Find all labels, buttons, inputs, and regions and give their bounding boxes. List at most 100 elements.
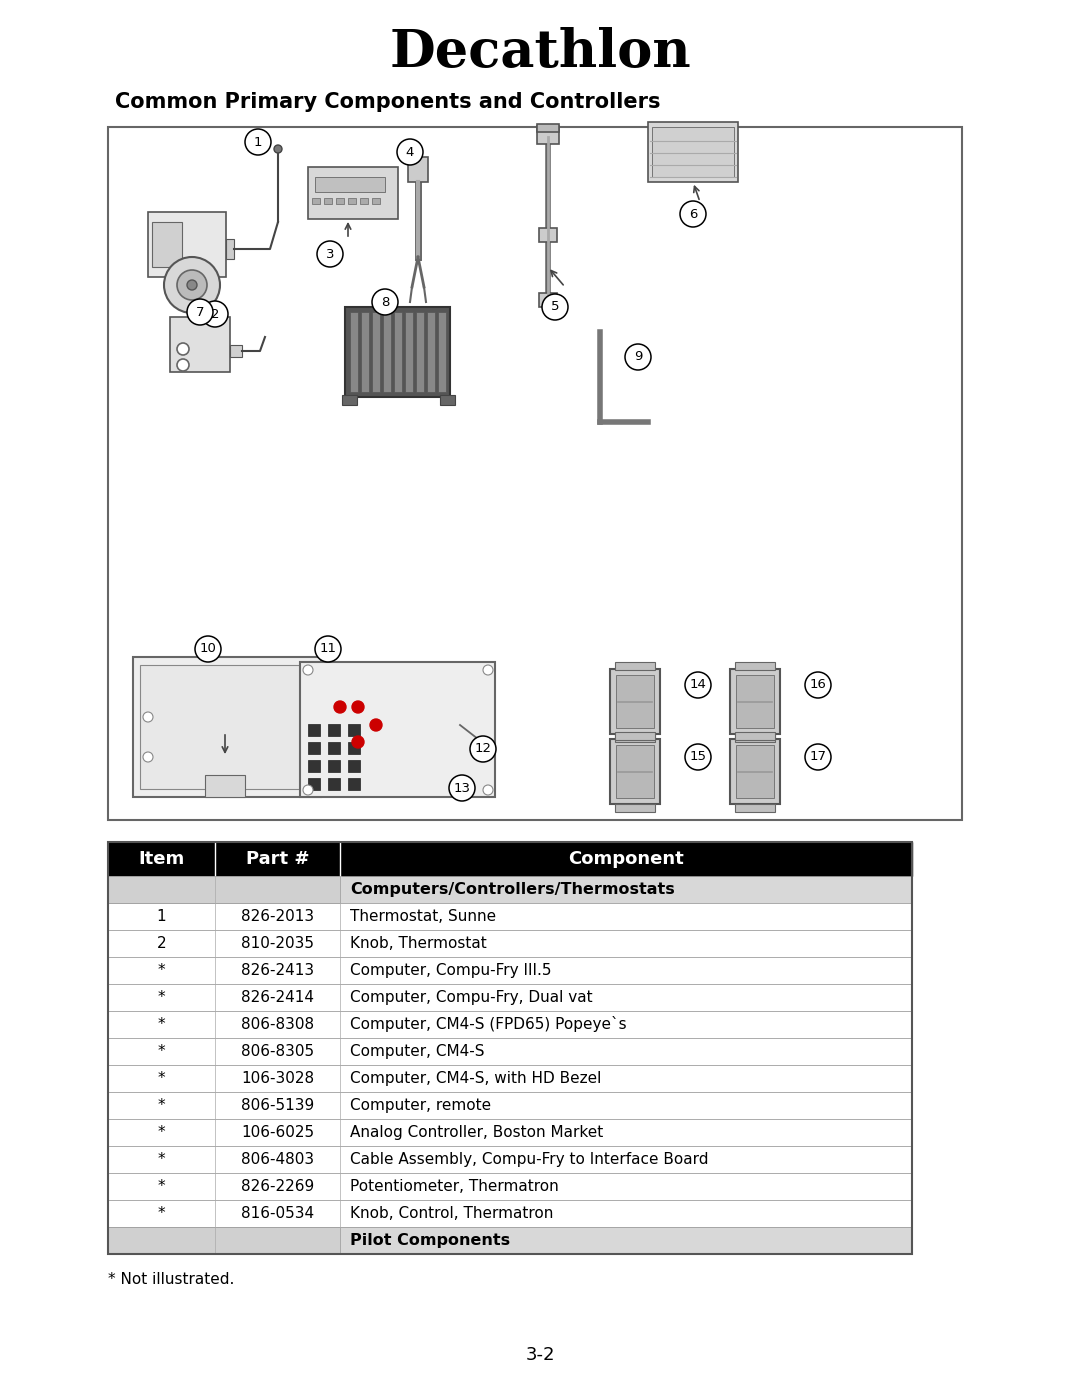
Bar bbox=[108, 1119, 912, 1146]
Bar bbox=[226, 239, 234, 258]
Bar bbox=[205, 775, 245, 798]
Circle shape bbox=[143, 752, 153, 761]
Text: 826-2413: 826-2413 bbox=[241, 963, 314, 978]
Text: *: * bbox=[158, 1206, 165, 1221]
Text: 2: 2 bbox=[211, 307, 219, 320]
Bar bbox=[735, 733, 775, 742]
Text: Knob, Control, Thermatron: Knob, Control, Thermatron bbox=[350, 1206, 553, 1221]
Text: 15: 15 bbox=[689, 750, 706, 764]
Bar bbox=[300, 662, 495, 798]
Bar bbox=[140, 665, 312, 789]
Circle shape bbox=[685, 672, 711, 698]
Circle shape bbox=[352, 736, 364, 747]
Bar bbox=[610, 739, 660, 805]
Bar bbox=[348, 724, 360, 736]
Bar bbox=[383, 312, 391, 393]
Bar bbox=[108, 1227, 912, 1255]
Text: Computer, CM4-S, with HD Bezel: Computer, CM4-S, with HD Bezel bbox=[350, 1071, 602, 1085]
Bar bbox=[615, 805, 654, 812]
Circle shape bbox=[542, 293, 568, 320]
Bar bbox=[108, 1200, 912, 1227]
Circle shape bbox=[315, 636, 341, 662]
Text: Component: Component bbox=[568, 849, 684, 868]
Text: 806-8308: 806-8308 bbox=[241, 1017, 314, 1032]
Bar bbox=[652, 127, 734, 177]
Bar bbox=[328, 760, 340, 773]
Circle shape bbox=[483, 665, 492, 675]
Bar bbox=[416, 312, 424, 393]
Bar bbox=[108, 1065, 912, 1092]
Text: 826-2013: 826-2013 bbox=[241, 909, 314, 923]
Text: 810-2035: 810-2035 bbox=[241, 936, 314, 951]
Bar bbox=[537, 124, 559, 131]
Bar bbox=[610, 669, 660, 733]
Text: *: * bbox=[158, 1098, 165, 1113]
Text: *: * bbox=[158, 963, 165, 978]
Text: Computer, Compu-Fry III.5: Computer, Compu-Fry III.5 bbox=[350, 963, 552, 978]
Bar bbox=[394, 312, 402, 393]
Bar bbox=[336, 198, 345, 204]
Circle shape bbox=[195, 636, 221, 662]
Bar bbox=[108, 876, 912, 902]
Circle shape bbox=[625, 344, 651, 370]
Circle shape bbox=[370, 719, 382, 731]
Text: 806-8305: 806-8305 bbox=[241, 1044, 314, 1059]
Circle shape bbox=[318, 242, 343, 267]
Text: 806-4803: 806-4803 bbox=[241, 1153, 314, 1166]
Circle shape bbox=[483, 785, 492, 795]
Text: Cable Assembly, Compu-Fry to Interface Board: Cable Assembly, Compu-Fry to Interface B… bbox=[350, 1153, 708, 1166]
Bar bbox=[328, 742, 340, 754]
Bar bbox=[108, 1092, 912, 1119]
Text: * Not illustrated.: * Not illustrated. bbox=[108, 1273, 234, 1287]
Bar bbox=[342, 395, 357, 405]
Bar bbox=[427, 312, 435, 393]
Bar bbox=[308, 742, 320, 754]
Text: 4: 4 bbox=[406, 145, 415, 158]
Bar bbox=[372, 198, 380, 204]
Text: Decathlon: Decathlon bbox=[389, 27, 691, 77]
Bar bbox=[308, 760, 320, 773]
Circle shape bbox=[202, 300, 228, 327]
Bar bbox=[615, 732, 654, 740]
Circle shape bbox=[245, 129, 271, 155]
Text: Common Primary Components and Controllers: Common Primary Components and Controller… bbox=[114, 92, 661, 112]
Bar bbox=[108, 1011, 912, 1038]
Bar bbox=[108, 1146, 912, 1173]
Bar bbox=[108, 1038, 912, 1065]
Bar bbox=[108, 1173, 912, 1200]
Circle shape bbox=[177, 344, 189, 355]
Bar bbox=[537, 126, 559, 144]
Circle shape bbox=[372, 289, 399, 314]
Text: 3-2: 3-2 bbox=[525, 1345, 555, 1363]
Text: 3: 3 bbox=[326, 247, 334, 260]
Text: 826-2414: 826-2414 bbox=[241, 990, 314, 1004]
Circle shape bbox=[177, 270, 207, 300]
Text: *: * bbox=[158, 1044, 165, 1059]
Circle shape bbox=[164, 257, 220, 313]
Text: 106-6025: 106-6025 bbox=[241, 1125, 314, 1140]
Bar bbox=[328, 778, 340, 789]
Circle shape bbox=[449, 775, 475, 800]
Bar bbox=[170, 317, 230, 372]
Circle shape bbox=[303, 665, 313, 675]
Bar bbox=[315, 177, 384, 191]
Bar bbox=[616, 745, 654, 798]
Text: Part #: Part # bbox=[246, 849, 309, 868]
Circle shape bbox=[187, 299, 213, 326]
Text: 5: 5 bbox=[551, 300, 559, 313]
Text: 12: 12 bbox=[474, 742, 491, 756]
Bar bbox=[438, 312, 446, 393]
Bar bbox=[133, 657, 321, 798]
Circle shape bbox=[143, 712, 153, 722]
Bar bbox=[108, 842, 912, 876]
Bar bbox=[361, 312, 369, 393]
Text: Computer, CM4-S: Computer, CM4-S bbox=[350, 1044, 485, 1059]
Circle shape bbox=[187, 279, 197, 291]
Text: Analog Controller, Boston Market: Analog Controller, Boston Market bbox=[350, 1125, 604, 1140]
Circle shape bbox=[805, 672, 831, 698]
Text: Computer, remote: Computer, remote bbox=[350, 1098, 491, 1113]
Bar bbox=[308, 168, 399, 219]
Bar bbox=[328, 724, 340, 736]
Bar bbox=[348, 760, 360, 773]
Bar bbox=[405, 312, 413, 393]
